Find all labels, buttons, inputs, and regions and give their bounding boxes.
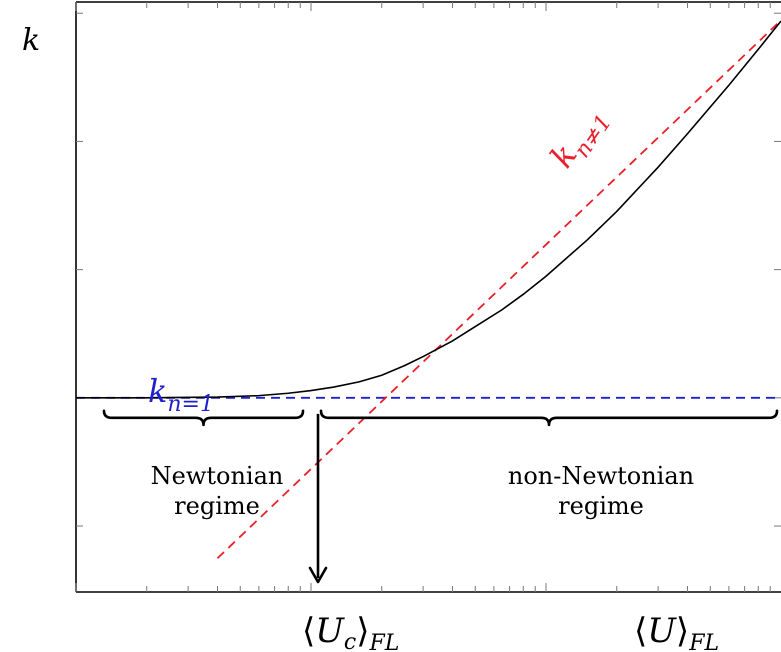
non-newtonian-region-label-line1: non-Newtonian — [508, 462, 694, 490]
newtonian-region-label-line1: Newtonian — [151, 462, 284, 490]
y-axis-label: k — [22, 23, 40, 58]
series-layer — [76, 19, 781, 559]
powerlaw-line-label: kn≠1 — [542, 99, 617, 179]
plot-frame — [75, 1, 781, 593]
x-axis-label: ⟨U⟩FL — [634, 611, 719, 652]
powerlaw-line-label-group: kn≠1 — [542, 99, 617, 179]
series-line-powerlaw — [216, 19, 781, 559]
non-newtonian-region-label-line2: regime — [558, 492, 644, 520]
y-ticks — [76, 12, 781, 527]
annotation-layer — [102, 409, 779, 584]
x-tick-label-critical: ⟨Uc⟩FL — [302, 611, 399, 652]
non-newtonian-region-brace — [319, 409, 779, 427]
newtonian-line-label: kn=1 — [148, 372, 214, 417]
x-minor-ticks — [75, 2, 771, 592]
newtonian-region-brace — [102, 409, 305, 427]
newtonian-region-label-line2: regime — [174, 492, 260, 520]
series-line-model — [76, 20, 781, 399]
critical-arrow-head — [308, 566, 328, 584]
